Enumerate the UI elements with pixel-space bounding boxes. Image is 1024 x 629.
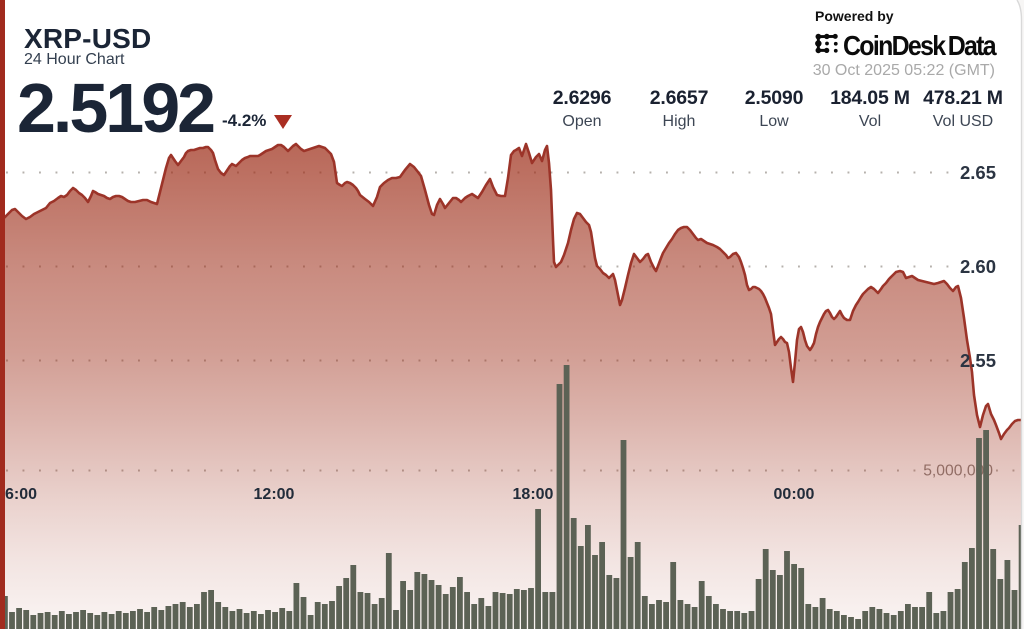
svg-text:2.65: 2.65 <box>960 162 996 183</box>
svg-text:00:00: 00:00 <box>774 486 815 503</box>
svg-text:2.55: 2.55 <box>960 350 996 371</box>
svg-text:18:00: 18:00 <box>513 486 554 503</box>
svg-text:12:00: 12:00 <box>254 486 295 503</box>
svg-text:6:00: 6:00 <box>5 486 37 503</box>
svg-text:2.60: 2.60 <box>960 256 996 277</box>
